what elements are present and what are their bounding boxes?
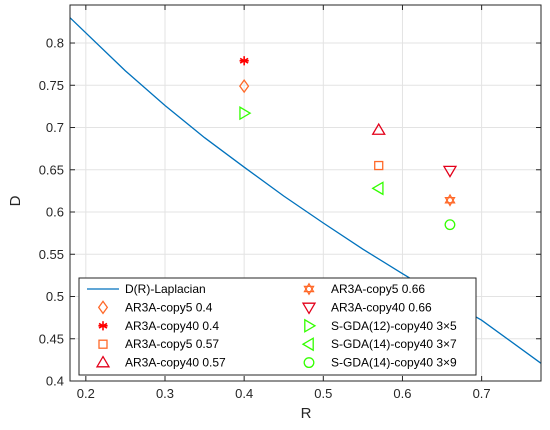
legend-label: AR3A-copy5 0.66	[331, 282, 425, 296]
legend-label: AR3A-copy5 0.57	[125, 337, 219, 351]
legend-label: S-GDA(12)-copy40 3×5	[331, 319, 457, 333]
legend-label: AR3A-copy5 0.4	[125, 300, 213, 314]
legend-entry: D(R)-Laplacian	[87, 282, 206, 296]
legend-marker	[301, 302, 317, 315]
legend-marker	[301, 337, 314, 352]
data-point	[442, 165, 458, 178]
x-tick-label: 0.5	[314, 386, 332, 401]
grid	[70, 5, 541, 382]
legend-entry: AR3A-copy40 0.66	[301, 300, 432, 315]
plot-frame	[69, 4, 542, 382]
legend-entry: S-GDA(12)-copy40 3×5	[304, 318, 457, 333]
y-tick-label: 0.8	[46, 36, 64, 51]
legend-label: AR3A-copy40 0.4	[125, 319, 219, 333]
hexagram-part	[303, 285, 315, 296]
data-point	[239, 106, 252, 121]
x-tick-label: 0.7	[473, 386, 491, 401]
legend-entry: AR3A-copy5 0.66	[303, 282, 425, 296]
legend-entry: AR3A-copy5 0.57	[98, 337, 219, 351]
data-point	[371, 122, 386, 135]
x-tick-label: 0.6	[393, 386, 411, 401]
legend-marker	[304, 318, 317, 333]
legend-label: D(R)-Laplacian	[125, 282, 206, 296]
legend-box	[78, 277, 477, 376]
data-point	[444, 193, 456, 207]
marker-layer	[239, 56, 458, 231]
hexagram-part	[303, 282, 315, 293]
y-tick-label: 0.6	[46, 205, 64, 220]
x-tick-label: 0.3	[156, 386, 174, 401]
y-tick-label: 0.5	[46, 289, 64, 304]
legend-marker	[303, 282, 315, 296]
legend-entry: AR3A-copy5 0.4	[97, 300, 213, 315]
legend-label: AR3A-copy40 0.66	[331, 300, 432, 314]
data-point	[374, 160, 384, 171]
y-axis-label: D	[7, 195, 24, 206]
legend-marker	[98, 321, 108, 331]
legend-marker	[98, 339, 108, 349]
y-tick-label: 0.45	[39, 331, 64, 346]
legend-label: AR3A-copy40 0.57	[125, 356, 226, 370]
x-tick-label: 0.4	[235, 386, 253, 401]
legend-entry: AR3A-copy40 0.57	[95, 355, 226, 370]
legend-marker	[303, 357, 315, 369]
legend-entry: AR3A-copy40 0.4	[98, 319, 219, 333]
y-tick-label: 0.75	[39, 78, 64, 93]
legend-entry: S-GDA(14)-copy40 3×9	[303, 356, 457, 370]
y-tick-label: 0.7	[46, 120, 64, 135]
legend-label: S-GDA(14)-copy40 3×9	[331, 356, 457, 370]
legend: D(R)-Laplacian AR3A-copy5 0.4 AR3A-copy40 …	[78, 277, 477, 376]
hexagram-part	[444, 196, 456, 207]
hexagram-part	[444, 193, 456, 204]
legend-entry: S-GDA(14)-copy40 3×7	[301, 337, 457, 352]
legend-marker	[95, 355, 111, 368]
x-tick-label: 0.2	[77, 386, 95, 401]
data-point	[239, 56, 249, 66]
y-tick-label: 0.55	[39, 247, 64, 262]
data-point	[444, 219, 456, 231]
legend-marker	[97, 300, 109, 315]
x-axis-label: R	[301, 405, 312, 422]
data-point	[371, 181, 384, 196]
y-tick-label: 0.65	[39, 162, 64, 177]
tick-labels: 0.2 0.3 0.4 0.5 0.6 0.7 0.4 0.45 0.5 0.55 0.6 0.65 0…	[39, 36, 491, 401]
legend-label: S-GDA(14)-copy40 3×7	[331, 337, 457, 351]
axes	[69, 4, 542, 382]
y-tick-label: 0.4	[46, 374, 64, 389]
data-point	[239, 79, 250, 94]
